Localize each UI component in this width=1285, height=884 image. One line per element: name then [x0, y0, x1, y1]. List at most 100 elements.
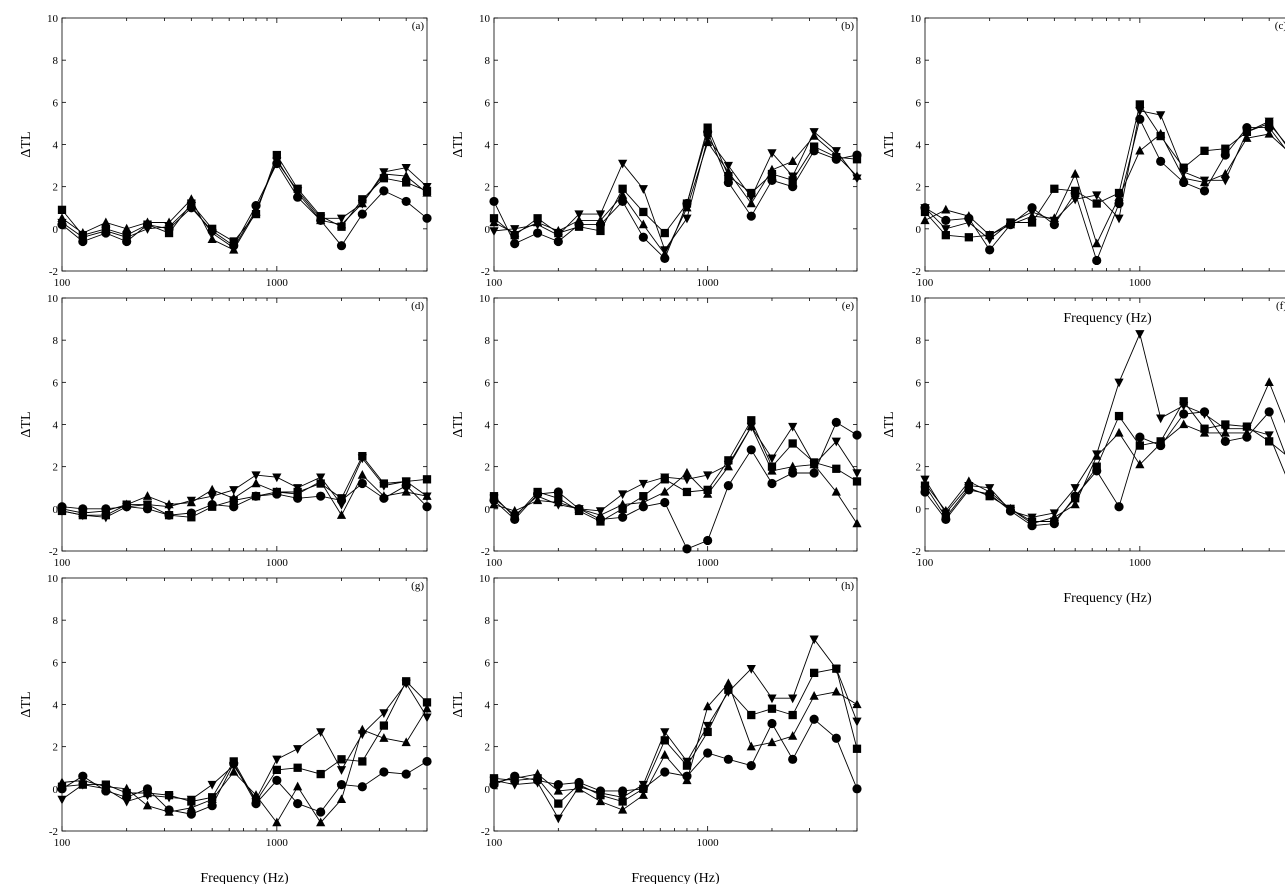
y-tick-label: 8 — [916, 55, 922, 67]
data-point-triangle-down — [489, 776, 499, 786]
data-point-triangle-down — [985, 484, 995, 493]
data-point-circle — [422, 213, 432, 223]
y-tick-label: 0 — [53, 784, 59, 796]
x-tick-label: 100 — [54, 277, 71, 289]
data-point-triangle-down — [379, 709, 389, 718]
series-line-square — [924, 400, 1285, 522]
data-point-triangle-down — [1156, 111, 1166, 121]
data-point-triangle-down — [788, 694, 798, 704]
data-point-triangle-down — [57, 218, 67, 228]
y-tick-label: 0 — [485, 784, 491, 796]
data-point-triangle-down — [533, 220, 543, 230]
data-point-triangle-down — [1199, 176, 1210, 186]
data-point-square — [852, 744, 862, 753]
data-point-square — [682, 487, 692, 497]
data-point-circle — [723, 754, 733, 764]
data-point-square — [788, 439, 797, 448]
data-point-square — [1071, 186, 1080, 196]
data-point-triangle-down — [101, 513, 111, 523]
data-point-circle — [207, 801, 217, 811]
data-point-triangle-up — [207, 794, 217, 804]
y-tick-label: 4 — [485, 140, 491, 152]
data-point-triangle-down — [379, 481, 389, 491]
data-point-square — [703, 727, 712, 737]
data-point-triangle-down — [164, 223, 174, 232]
series-line-triangle-down — [493, 638, 858, 820]
data-point-square — [187, 513, 196, 522]
y-axis-label: ΔTL — [19, 691, 34, 717]
data-point-triangle-down — [1179, 401, 1189, 411]
data-point-triangle-down — [1092, 450, 1102, 460]
data-point-square — [1135, 100, 1144, 109]
data-point-square — [596, 517, 605, 526]
series-group — [57, 451, 432, 523]
data-point-triangle-down — [229, 486, 239, 495]
data-point-square — [596, 226, 605, 236]
data-point-triangle-down — [852, 469, 862, 479]
data-point-triangle-up — [1070, 499, 1080, 509]
data-point-triangle-up — [1135, 145, 1145, 155]
data-point-square — [964, 233, 973, 242]
data-point-triangle-down — [422, 492, 432, 502]
data-point-triangle-down — [574, 210, 584, 220]
y-tick-label: -2 — [49, 826, 58, 838]
data-point-triangle-down — [122, 797, 132, 807]
data-point-square — [724, 171, 733, 181]
data-point-triangle-down — [186, 496, 196, 506]
y-tick-label: 6 — [916, 377, 922, 389]
data-point-square — [1050, 517, 1059, 526]
data-point-triangle-up — [638, 497, 648, 507]
data-point-triangle-down — [1070, 484, 1080, 493]
data-point-circle — [831, 733, 841, 743]
y-tick-label: 2 — [53, 462, 59, 474]
data-point-triangle-down — [831, 437, 841, 447]
plot-frame — [493, 297, 858, 552]
data-point-triangle-down — [357, 454, 367, 464]
data-point-triangle-up — [1264, 128, 1274, 138]
y-tick-label: 8 — [53, 55, 59, 67]
data-point-triangle-down — [618, 793, 628, 803]
series-line-triangle-up — [924, 133, 1285, 245]
data-point-square — [208, 502, 217, 511]
data-point-triangle-down — [357, 730, 367, 740]
y-tick-label: -2 — [481, 266, 490, 278]
data-point-circle — [1114, 502, 1124, 512]
data-point-triangle-up — [164, 806, 174, 816]
y-tick-label: 2 — [53, 182, 59, 194]
series-line-circle — [493, 718, 858, 792]
data-point-triangle-up — [852, 518, 862, 528]
data-point-triangle-down — [1156, 414, 1166, 424]
data-point-triangle-down — [336, 500, 347, 510]
data-point-circle — [1156, 156, 1166, 166]
x-axis-label: Frequency (Hz) — [1063, 311, 1152, 326]
data-point-triangle-up — [831, 686, 841, 696]
data-point-triangle-down — [401, 477, 411, 487]
data-point-triangle-up — [788, 731, 798, 740]
data-point-square — [164, 511, 174, 520]
y-tick-label: 4 — [485, 420, 491, 432]
data-point-triangle-up — [379, 733, 389, 742]
y-tick-label: 8 — [916, 335, 922, 347]
data-point-triangle-down — [682, 475, 692, 485]
data-point-triangle-down — [574, 505, 584, 514]
data-point-triangle-down — [293, 187, 303, 196]
data-point-triangle-down — [57, 795, 67, 805]
data-point-triangle-down — [401, 164, 411, 173]
data-point-circle — [788, 754, 798, 764]
data-point-triangle-down — [746, 664, 756, 674]
data-point-square — [639, 492, 648, 501]
y-tick-label: 0 — [916, 224, 922, 236]
data-point-square — [724, 456, 733, 465]
y-tick-label: 10 — [47, 293, 59, 305]
data-point-square — [57, 205, 67, 214]
data-point-circle — [553, 780, 563, 790]
data-point-triangle-down — [272, 755, 282, 765]
series-line-triangle-up — [61, 708, 428, 824]
data-point-triangle-up — [142, 217, 153, 227]
data-point-square — [1092, 199, 1101, 208]
data-point-triangle-up — [401, 737, 411, 747]
data-point-triangle-down — [1114, 378, 1124, 388]
data-point-triangle-down — [831, 147, 841, 156]
x-tick-label: 1000 — [1129, 557, 1152, 569]
data-point-triangle-down — [964, 218, 974, 228]
